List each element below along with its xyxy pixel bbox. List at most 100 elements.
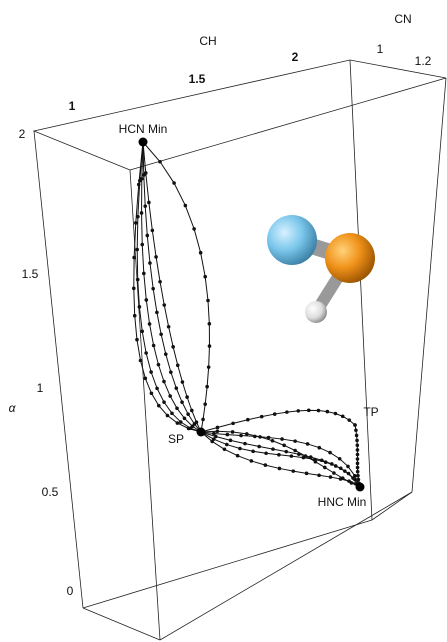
path-point (176, 363, 180, 367)
path-point (260, 415, 264, 419)
path-point (330, 462, 334, 466)
path-point (210, 440, 214, 444)
y-tick-label: 1.2 (415, 54, 432, 68)
path-point (216, 426, 220, 430)
path-point (157, 404, 161, 408)
path-point (148, 261, 152, 265)
path-point (168, 394, 172, 398)
path-point (251, 450, 255, 454)
path-point (157, 363, 161, 367)
path-point (323, 466, 327, 470)
path-point (171, 345, 175, 349)
z-tick-label: 1.5 (22, 267, 39, 281)
path-point (206, 299, 210, 303)
path-point (329, 475, 333, 479)
path-point (199, 251, 203, 255)
y-axis-label: CN (394, 12, 411, 26)
x-tick-label: 1 (69, 99, 76, 113)
path-point (357, 478, 361, 482)
path-point (245, 432, 249, 436)
point-label: HNC Min (318, 495, 367, 509)
path-point (354, 428, 358, 432)
path-point (271, 439, 275, 443)
path-point (334, 412, 338, 416)
path-point (159, 332, 163, 336)
path-point (317, 473, 321, 477)
path-point (158, 280, 162, 284)
path-point (214, 435, 218, 439)
path-point (144, 377, 148, 381)
path-point (170, 412, 174, 416)
molecule (267, 215, 375, 323)
stationary-point (139, 138, 148, 147)
path-point (293, 449, 297, 453)
path-point (184, 204, 188, 208)
path-point (356, 462, 360, 466)
path-point (169, 370, 173, 374)
point-label: SP (168, 432, 184, 446)
path-point (231, 422, 235, 426)
path-point (164, 352, 168, 356)
path-point (216, 429, 220, 433)
path-point (132, 287, 136, 291)
path-point (135, 338, 139, 342)
path-point (250, 459, 254, 463)
path-point (175, 406, 179, 410)
path-point (347, 418, 351, 422)
path-point (201, 418, 205, 422)
path-point (296, 409, 300, 413)
path-point (132, 256, 136, 260)
path-point (347, 479, 351, 483)
path-point (143, 204, 147, 208)
path-point (176, 421, 180, 425)
path-point (186, 412, 190, 416)
path-point (172, 181, 176, 185)
point-label: TP (363, 405, 378, 419)
path-point (231, 430, 235, 434)
path-point (258, 435, 262, 439)
path-point (140, 243, 144, 247)
chart: CH CN α 11.5211.221.510.50HCN MinSPTPHNC… (0, 0, 447, 642)
z-tick-label: 1 (37, 381, 44, 395)
path-point (162, 380, 166, 384)
path-point (277, 453, 281, 457)
z-tick-label: 0 (67, 584, 74, 598)
path-point (154, 255, 158, 259)
stationary-point (197, 428, 206, 437)
path-point (341, 415, 345, 419)
path-point (291, 469, 295, 473)
path-point (138, 305, 142, 309)
path-point (181, 380, 185, 384)
path-point (151, 287, 155, 291)
path-point (223, 447, 227, 451)
path-point (280, 437, 284, 441)
path-point (264, 451, 268, 455)
path-point (205, 385, 209, 389)
path-point (257, 445, 261, 449)
path-point (271, 447, 275, 451)
stationary-point (356, 483, 365, 492)
path-point (155, 311, 159, 315)
path-point (144, 351, 148, 355)
path-point (356, 466, 360, 470)
path-point (239, 434, 243, 438)
path-point (328, 451, 332, 455)
path-point (179, 420, 183, 424)
path-point (135, 248, 139, 252)
path-point (306, 442, 310, 446)
path-point (278, 467, 282, 471)
path-point (290, 454, 294, 458)
path-point (187, 427, 191, 431)
path-point (243, 442, 247, 446)
y-tick-label: 1 (377, 42, 384, 56)
path-point (133, 314, 137, 318)
path-point (134, 221, 138, 225)
path-point (148, 322, 152, 326)
path-point (203, 402, 207, 406)
path-point (162, 303, 166, 307)
path-point (339, 467, 343, 471)
path-point (149, 370, 153, 374)
path-point (144, 298, 148, 302)
x-tick-label: 2 (292, 50, 299, 64)
z-tick-label: 2 (19, 127, 26, 141)
